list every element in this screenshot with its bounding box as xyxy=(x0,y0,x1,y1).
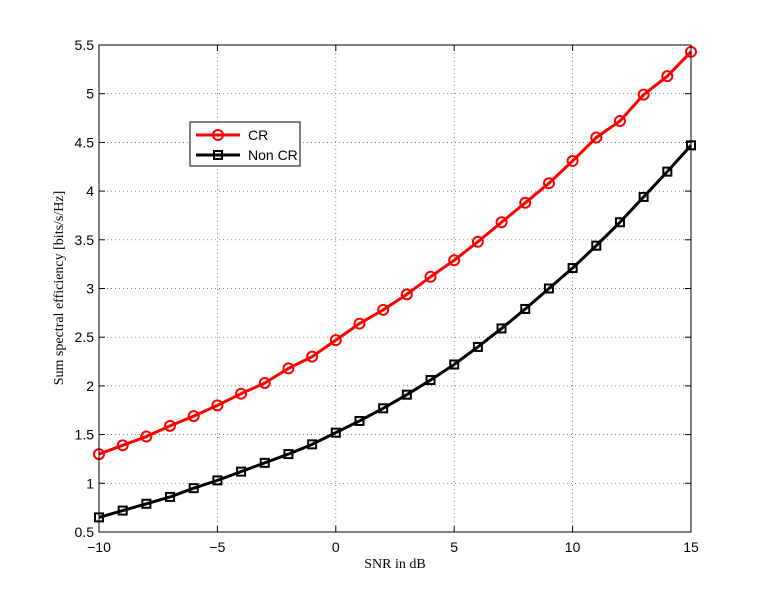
data-point-non-cr xyxy=(449,359,460,370)
data-point-non-cr xyxy=(472,341,483,352)
grid xyxy=(99,45,691,532)
data-point-non-cr xyxy=(662,166,673,177)
data-point-cr xyxy=(400,288,413,301)
legend-label-non-cr: Non CR xyxy=(248,147,298,163)
y-tick-label: 5 xyxy=(86,86,94,102)
data-point-cr xyxy=(211,399,224,412)
data-point-cr xyxy=(377,303,390,316)
y-tick-label: 5.5 xyxy=(75,37,95,53)
data-point-non-cr xyxy=(117,505,128,516)
y-tick-label: 0.5 xyxy=(75,524,95,540)
y-tick-label: 2 xyxy=(86,378,94,394)
legend-marker-cr xyxy=(212,129,224,141)
x-tick-label: 0 xyxy=(332,539,340,555)
data-point-cr xyxy=(164,419,177,432)
data-point-non-cr xyxy=(425,375,436,386)
data-point-non-cr xyxy=(567,263,578,274)
data-point-non-cr xyxy=(543,283,554,294)
data-point-non-cr xyxy=(165,491,176,502)
data-point-cr xyxy=(590,131,603,144)
data-point-non-cr xyxy=(307,439,318,450)
data-point-cr xyxy=(448,254,461,267)
data-point-cr xyxy=(329,334,342,347)
data-point-cr xyxy=(661,70,674,83)
legend-label-cr: CR xyxy=(248,127,268,143)
data-point-non-cr xyxy=(520,303,531,314)
data-point-non-cr xyxy=(496,323,507,334)
x-axis-label: SNR in dB xyxy=(364,557,425,572)
data-point-cr xyxy=(542,177,555,190)
y-tick-label: 2.5 xyxy=(75,329,95,345)
data-point-non-cr xyxy=(236,466,247,477)
x-tick-label: −5 xyxy=(209,539,225,555)
y-tick-label: 1 xyxy=(86,475,94,491)
data-point-cr xyxy=(116,439,129,452)
y-axis-label: Sum spectral efficiency [bits/s/Hz] xyxy=(52,191,67,386)
data-point-non-cr xyxy=(378,403,389,414)
data-point-non-cr xyxy=(141,498,152,509)
series-layer xyxy=(93,45,697,523)
data-point-cr xyxy=(306,350,319,363)
data-point-non-cr xyxy=(188,483,199,494)
y-tick-label: 3 xyxy=(86,281,94,297)
data-point-non-cr xyxy=(354,415,365,426)
data-point-non-cr xyxy=(259,457,270,468)
data-point-non-cr xyxy=(614,217,625,228)
x-tick-label: 5 xyxy=(450,539,458,555)
legend: CR Non CR xyxy=(189,121,301,167)
x-tick-label: 15 xyxy=(683,539,699,555)
data-point-non-cr xyxy=(591,240,602,251)
data-point-cr xyxy=(637,88,650,101)
data-point-cr xyxy=(140,430,153,443)
ticks: −10 −5 0 5 10 15 0.5 1 1.5 2 2.5 3 3.5 4 4.5 5 5.5 xyxy=(75,37,699,555)
data-point-non-cr xyxy=(638,191,649,202)
data-point-non-cr xyxy=(283,449,294,460)
data-point-cr xyxy=(519,196,532,209)
y-tick-label: 3.5 xyxy=(75,232,95,248)
data-point-non-cr xyxy=(212,475,223,486)
data-point-cr xyxy=(424,270,437,283)
legend-box xyxy=(189,121,301,167)
data-point-cr xyxy=(495,216,508,229)
data-point-cr xyxy=(353,317,366,330)
y-tick-label: 4 xyxy=(86,183,94,199)
data-point-non-cr xyxy=(401,389,412,400)
data-point-cr xyxy=(258,376,271,389)
data-point-cr xyxy=(613,114,626,127)
x-tick-label: 10 xyxy=(565,539,581,555)
legend-marker-non-cr xyxy=(213,150,223,160)
data-point-non-cr xyxy=(330,427,341,438)
data-point-cr xyxy=(566,154,579,167)
x-tick-label: −10 xyxy=(87,539,111,555)
y-tick-label: 1.5 xyxy=(75,427,95,443)
data-point-cr xyxy=(187,410,200,423)
y-tick-label: 4.5 xyxy=(75,134,95,150)
data-point-cr xyxy=(282,362,295,375)
data-point-cr xyxy=(471,235,484,248)
data-point-cr xyxy=(235,387,248,400)
